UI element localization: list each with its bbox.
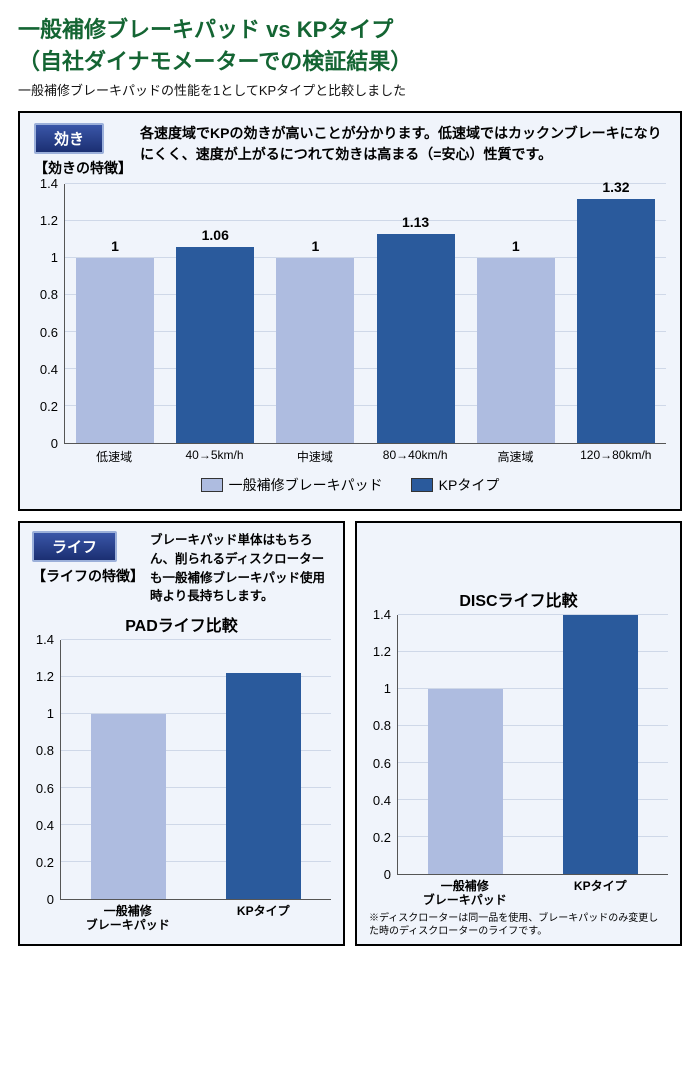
y-axis: 1.41.210.80.60.40.20 [34,184,64,444]
page-title-line2: （自社ダイナモメーターでの検証結果） [18,44,682,76]
feature-label-effectiveness: 【効きの特徴】 [34,158,132,178]
disc-life-footnote: ※ディスクローターは同一品を使用、ブレーキパッドのみ変更した時のディスクローター… [369,912,668,938]
bar: 1 [477,258,555,443]
x-axis-label: KPタイプ [533,875,669,908]
x-axis-label: 80→40km/h [365,444,465,465]
panel-pad-life: ライフ 【ライフの特徴】 ブレーキパッド単体はもちろん、削られるディスクローター… [18,521,345,946]
legend-label: 一般補修ブレーキパッド [229,475,383,495]
bar-value-label: 1 [312,238,320,254]
feature-label-life: 【ライフの特徴】 [32,566,144,586]
chart-pad-life: 1.41.210.80.60.40.20一般補修ブレーキパッドKPタイプ [32,640,331,933]
y-axis: 1.41.210.80.60.40.20 [369,615,397,875]
legend-swatch [411,478,433,492]
bar-value-label: 1.32 [602,179,629,195]
dual-life-panels: ライフ 【ライフの特徴】 ブレーキパッド単体はもちろん、削られるディスクローター… [18,521,682,946]
plot-area: 1 1.06 1 1.13 1 1.32 [64,184,666,444]
legend-item: KPタイプ [411,475,500,495]
x-axis-label: 一般補修ブレーキパッド [60,900,196,933]
bar-value-label: 1.06 [202,227,229,243]
y-axis: 1.41.210.80.60.40.20 [32,640,60,900]
bar-value-label: 1 [111,238,119,254]
bar: 1.13 [377,234,455,443]
legend-swatch [201,478,223,492]
bar [91,714,165,899]
badge-life: ライフ [32,531,117,562]
bar [563,615,637,874]
x-axis-label: 40→5km/h [164,444,264,465]
x-axis-label: KPタイプ [196,900,332,933]
chart-disc-life: 1.41.210.80.60.40.20一般補修ブレーキパッドKPタイプ [369,615,668,908]
life-description: ブレーキパッド単体はもちろん、削られるディスクローターも一般補修ブレーキパッド使… [150,531,331,606]
bar: 1.06 [176,247,254,443]
bar [226,673,300,899]
legend: 一般補修ブレーキパッド KPタイプ [34,475,666,495]
bar: 1 [276,258,354,443]
bar: 1.32 [577,199,655,443]
panel-effectiveness: 効き 【効きの特徴】 各速度域でKPの効きが高いことが分かります。低速域ではカッ… [18,111,682,511]
bar [428,689,502,874]
legend-item: 一般補修ブレーキパッド [201,475,383,495]
pad-life-title: PADライフ比較 [32,612,331,636]
x-axis-label: 高速域 [465,444,565,465]
bar-value-label: 1.13 [402,214,429,230]
x-axis-label: 低速域 [64,444,164,465]
plot-area [397,615,668,875]
plot-area [60,640,331,900]
x-axis-label: 中速域 [265,444,365,465]
disc-life-title: DISCライフ比較 [369,587,668,611]
badge-effectiveness: 効き [34,123,104,154]
legend-label: KPタイプ [439,475,500,495]
x-axis-label: 120→80km/h [566,444,666,465]
page-subtitle: 一般補修ブレーキパッドの性能を1としてKPタイプと比較しました [18,80,682,99]
panel-head: 効き 【効きの特徴】 各速度域でKPの効きが高いことが分かります。低速域ではカッ… [34,123,666,178]
effectiveness-description: 各速度域でKPの効きが高いことが分かります。低速域ではカックンブレーキになりにく… [140,123,666,165]
x-axis-label: 一般補修ブレーキパッド [397,875,533,908]
panel-disc-life: DISCライフ比較 1.41.210.80.60.40.20一般補修ブレーキパッ… [355,521,682,946]
bar: 1 [76,258,154,443]
bar-value-label: 1 [512,238,520,254]
chart-effectiveness: 1.41.210.80.60.40.20 1 1.06 1 1.13 1 1.32 低速域40… [34,184,666,495]
page-title-line1: 一般補修ブレーキパッド vs KPタイプ [18,12,682,44]
